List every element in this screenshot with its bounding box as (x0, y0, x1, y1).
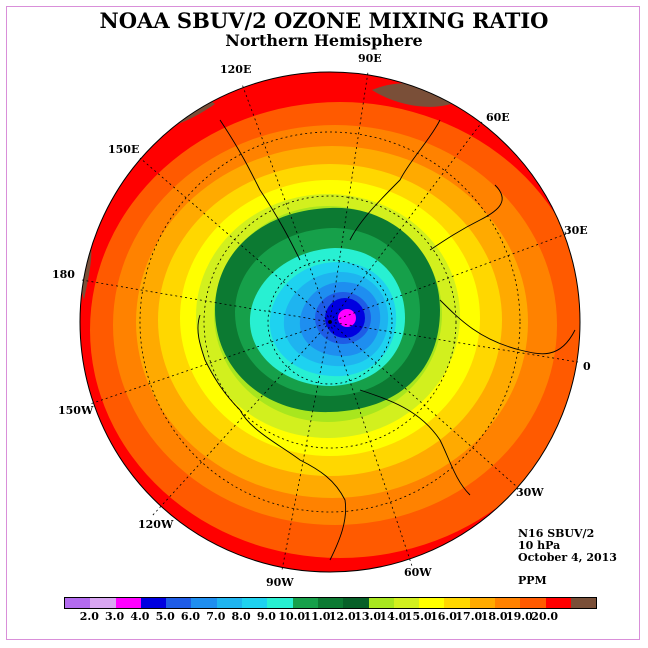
lon-label-120e: 120E (220, 63, 252, 76)
meridian-150w (89, 321, 331, 405)
colorbar (64, 597, 598, 609)
colorbar-segment (191, 598, 217, 608)
colorbar-ticks: 2.0 3.0 4.0 5.0 6.0 7.0 8.0 9.0 10.0 11.0 12.0 13.0… (0, 610, 648, 624)
colorbar-segment (267, 598, 293, 608)
colorbar-segment (90, 598, 116, 608)
colorbar-segment (368, 598, 394, 608)
colorbar-tick-label: 12.0 (328, 610, 356, 623)
colorbar-segment (292, 598, 318, 608)
band-3 (338, 309, 356, 327)
meridian-150e (139, 157, 331, 323)
lon-label-180: 180 (52, 268, 75, 281)
colorbar-segment (495, 598, 521, 608)
colorbar-segment (317, 598, 344, 608)
colorbar-tick-label: 10.0 (278, 610, 306, 623)
colorbar-tick-label: 8.0 (231, 610, 251, 623)
lat-circle-70 (267, 259, 393, 385)
lat-circle-30 (139, 131, 521, 513)
lon-label-60e: 60E (486, 111, 510, 124)
meridian-30e (329, 233, 567, 323)
colorbar-tick-label: 20.0 (531, 610, 559, 623)
colorbar-segment (444, 598, 470, 608)
colorbar-tick-label: 2.0 (79, 610, 99, 623)
lon-label-0: 0 (583, 360, 591, 373)
asia-coast (219, 119, 301, 261)
colorbar-tick-label: 14.0 (379, 610, 407, 623)
lon-label-90w: 90W (266, 576, 294, 589)
colorbar-segment (545, 598, 571, 608)
map-title: NOAA SBUV/2 OZONE MIXING RATIO (99, 8, 549, 33)
colorbar-tick-label: 19.0 (505, 610, 533, 623)
lon-label-30w: 30W (516, 486, 544, 499)
colorbar-tick-label: 4.0 (130, 610, 150, 623)
lon-label-120w: 120W (138, 518, 174, 531)
north-america-coast (239, 409, 347, 561)
lon-label-150w: 150W (58, 404, 94, 417)
colorbar-tick-label: 17.0 (455, 610, 483, 623)
units-label: PPM (518, 574, 547, 587)
colorbar-segment (140, 598, 167, 608)
colorbar-segment (469, 598, 496, 608)
level-label: 10 hPa (518, 539, 561, 552)
map-border (79, 71, 581, 573)
meridian-90w (281, 321, 331, 571)
colorbar-segment (419, 598, 445, 608)
meridian-60e (329, 121, 483, 323)
colorbar-segment (242, 598, 268, 608)
colorbar-segment (115, 598, 141, 608)
lon-label-30e: 30E (564, 224, 588, 237)
figure-frame (6, 6, 640, 640)
lat-circle-50 (203, 195, 457, 449)
map-subtitle: Northern Hemisphere (225, 31, 423, 50)
greenland-coast (359, 389, 471, 496)
lon-label-150e: 150E (108, 143, 140, 156)
colorbar-tick-label: 16.0 (430, 610, 457, 623)
meridian-0 (329, 321, 579, 363)
colorbar-tick-label: 3.0 (105, 610, 125, 623)
colorbar-segment (65, 598, 91, 608)
colorbar-tick-label: 18.0 (480, 610, 508, 623)
date-label: October 4, 2013 (518, 551, 617, 564)
colorbar-tick-label: 11.0 (303, 610, 331, 623)
colorbar-segment (570, 598, 597, 608)
colorbar-segment (520, 598, 546, 608)
meridian-120w (151, 321, 331, 517)
graticule (81, 71, 579, 571)
colorbar-tick-label: 5.0 (155, 610, 175, 623)
colorbar-tick-label: 9.0 (256, 610, 276, 623)
siberia-coast (349, 119, 441, 241)
europe-coast (429, 184, 503, 251)
meridian-90e (329, 71, 369, 323)
colorbar-segment (393, 598, 420, 608)
colorbar-tick-label: 15.0 (404, 610, 432, 623)
colorbar-segment (343, 598, 369, 608)
colorbar-segment (166, 598, 192, 608)
colorbar-tick-label: 13.0 (354, 610, 381, 623)
colorbar-tick-label: 7.0 (206, 610, 226, 623)
lon-label-90e: 90E (358, 52, 382, 65)
product-info: N16 SBUV/2 10 hPa October 4, 2013 (518, 528, 617, 564)
instrument-label: N16 SBUV/2 (518, 527, 595, 540)
colorbar-tick-label: 6.0 (180, 610, 201, 623)
meridian-180 (81, 279, 331, 323)
africa-coast (439, 299, 576, 355)
meridian-30w (329, 321, 517, 487)
lon-label-60w: 60W (404, 566, 432, 579)
colorbar-segment (216, 598, 243, 608)
meridian-120e (241, 83, 331, 323)
